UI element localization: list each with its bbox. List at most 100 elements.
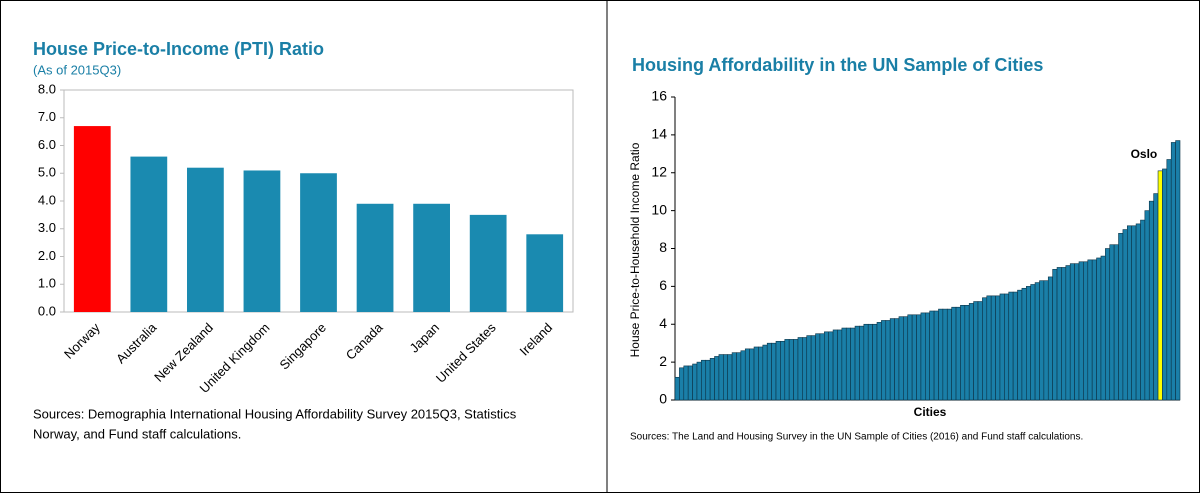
bar: [1008, 291, 1014, 401]
bar: [885, 320, 891, 401]
bar: [130, 156, 168, 312]
bar: [824, 331, 829, 401]
bar: [1030, 284, 1036, 401]
bar: [1153, 193, 1159, 401]
bar: [793, 339, 799, 401]
bar: [718, 354, 724, 401]
chart-title: Housing Affordability in the UN Sample o…: [632, 55, 1043, 75]
bar: [1105, 248, 1111, 401]
bar: [1140, 219, 1146, 401]
bar: [982, 297, 988, 401]
bar: [1047, 276, 1053, 401]
y-tick-label: 4.0: [38, 192, 56, 207]
bar: [701, 359, 707, 401]
bar: [1127, 225, 1132, 401]
bar: [925, 312, 930, 401]
x-tick-label: Japan: [407, 320, 443, 356]
bar: [709, 358, 715, 401]
x-tick-label: Australia: [113, 319, 160, 366]
bar: [1144, 210, 1150, 401]
bar: [674, 376, 680, 401]
bar: [1034, 282, 1040, 401]
y-tick-label: 10: [651, 201, 667, 217]
bar: [920, 312, 926, 401]
bar: [933, 310, 939, 401]
bar: [973, 301, 979, 401]
bar: [784, 339, 790, 401]
bar: [413, 203, 450, 312]
y-tick-label: 2: [659, 353, 667, 369]
bar: [705, 359, 711, 401]
bar: [469, 214, 507, 312]
bar: [1056, 267, 1062, 401]
bar: [683, 365, 689, 401]
x-tick-label: Canada: [343, 319, 386, 362]
y-tick-label: 4: [659, 315, 667, 331]
bar: [850, 327, 856, 401]
bar: [1043, 280, 1049, 401]
bar: [898, 316, 904, 401]
bar: [955, 306, 961, 401]
y-tick-label: 6: [659, 277, 667, 293]
bar: [1148, 200, 1154, 401]
bar: [1118, 233, 1124, 401]
bar: [986, 295, 992, 401]
y-tick-label: 14: [651, 126, 667, 142]
source: Sources: Demographia International Housi…: [33, 406, 517, 421]
bar: [960, 305, 966, 401]
x-tick-label: Ireland: [517, 320, 556, 359]
source: Sources: The Land and Housing Survey in …: [630, 432, 1083, 443]
bar: [749, 348, 755, 401]
bar: [819, 333, 825, 401]
bar: [356, 203, 394, 312]
bar: [872, 323, 878, 401]
bar: [1170, 142, 1176, 401]
x-tick-label: United States: [433, 320, 499, 386]
bar: [1131, 225, 1137, 401]
bar: [907, 314, 913, 401]
y-tick-label: 5.0: [38, 165, 56, 180]
bar: [771, 342, 777, 401]
bar: [780, 340, 786, 401]
bar: [740, 350, 746, 401]
bar: [938, 308, 944, 401]
x-tick-label: Singapore: [277, 320, 330, 373]
bar: [1021, 287, 1027, 401]
bar: [731, 352, 737, 401]
y-tick-label: 6.0: [38, 137, 56, 152]
bar: [753, 346, 759, 401]
chart-title: House Price-to-Income (PTI) Ratio: [33, 39, 324, 59]
bar: [894, 318, 900, 401]
bar: [1083, 261, 1089, 401]
bar: [1087, 259, 1093, 401]
bar: [1175, 140, 1181, 401]
bar: [863, 323, 869, 401]
bar: [775, 340, 781, 401]
bar: [815, 333, 821, 401]
bar: [876, 322, 882, 401]
bar: [995, 295, 1001, 401]
bar: [916, 314, 922, 401]
bar: [854, 325, 860, 401]
bar: [679, 367, 685, 401]
bar: [889, 318, 895, 401]
bar: [1069, 263, 1075, 401]
bar: [692, 363, 698, 401]
bar: [758, 346, 764, 401]
bar: [929, 310, 935, 401]
bar: [1113, 244, 1119, 401]
y-tick-label: 0.0: [38, 303, 56, 318]
bar: [977, 301, 983, 401]
bar: [1039, 280, 1045, 401]
bar: [1162, 168, 1168, 401]
bar: [714, 356, 720, 401]
bar: [911, 314, 917, 401]
bar: [1091, 259, 1097, 401]
bar: [828, 331, 834, 401]
bar: [841, 327, 847, 401]
y-tick-label: 8: [659, 239, 667, 255]
bar: [1122, 229, 1128, 401]
bar: [881, 320, 887, 401]
bar: [942, 308, 948, 401]
bar: [1078, 261, 1084, 401]
